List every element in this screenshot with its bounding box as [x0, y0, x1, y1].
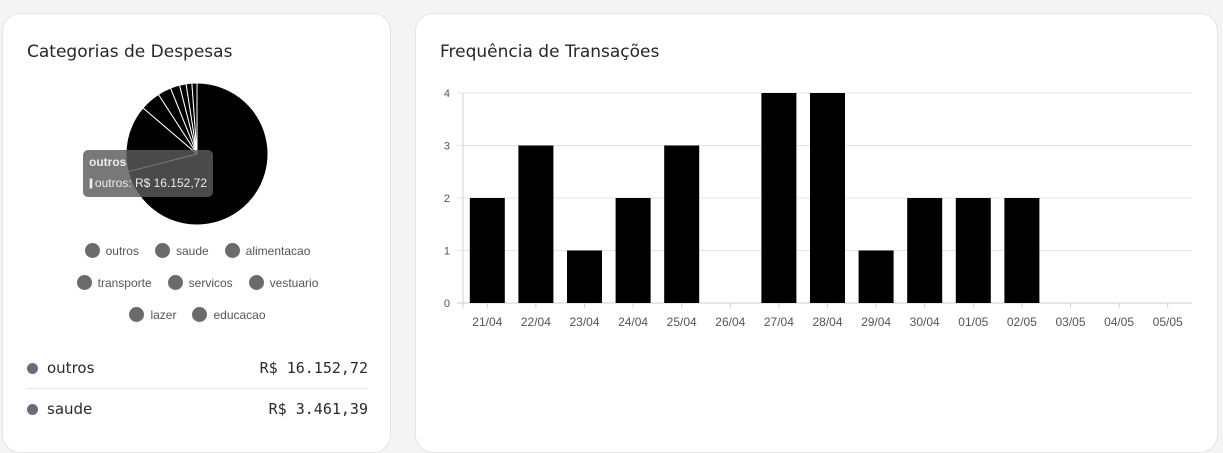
category-dot — [27, 403, 38, 415]
x-tick-label: 03/05 — [1055, 315, 1085, 329]
pie-slice-educacao[interactable] — [191, 82, 198, 155]
x-tick-label: 23/04 — [569, 315, 599, 329]
legend-dot — [154, 243, 170, 258]
x-tick-label: 02/05 — [1007, 315, 1037, 329]
legend-row: transporte servicos vestuario — [3, 275, 392, 290]
bar-29/04[interactable] — [858, 250, 894, 304]
legend-label: outros — [105, 243, 139, 258]
x-tick-label: 21/04 — [472, 315, 502, 329]
legend-dot — [192, 307, 208, 322]
legend-item-servicos[interactable]: servicos — [167, 275, 233, 290]
category-value: R$ 3.461,39 — [268, 400, 368, 418]
legend-item-saude[interactable]: saude — [154, 243, 209, 258]
category-name: outros — [47, 359, 95, 377]
expense-categories-title: Categorias de Despesas — [27, 42, 233, 62]
y-tick-label: 3 — [444, 141, 450, 153]
bar-23/04[interactable] — [567, 250, 602, 304]
category-dot — [27, 362, 38, 374]
x-tick-label: 29/04 — [861, 315, 891, 329]
x-tick-label: 05/05 — [1153, 315, 1183, 329]
legend-row: outros saude alimentacao — [3, 243, 392, 258]
bar-28/04[interactable] — [810, 93, 845, 303]
pie-tooltip: outros outros: R$ 16.152,72 — [83, 150, 213, 197]
x-tick-label: 28/04 — [812, 315, 842, 329]
legend-label: transporte — [97, 275, 152, 290]
legend-row: lazer educacao — [3, 307, 392, 322]
bar-22/04[interactable] — [518, 145, 554, 304]
legend-label: educacao — [213, 307, 266, 322]
tooltip-title: outros — [89, 155, 127, 169]
expense-categories-card: Categorias de Despesas outros outros: R$… — [2, 13, 391, 453]
legend-dot — [248, 275, 264, 290]
legend-label: alimentacao — [245, 243, 311, 258]
y-tick-label: 1 — [444, 246, 450, 258]
bar-27/04[interactable] — [761, 93, 797, 303]
legend-dot — [76, 275, 92, 290]
x-tick-label: 22/04 — [521, 315, 551, 329]
x-tick-label: 04/05 — [1104, 315, 1134, 329]
bar-01/05[interactable] — [955, 198, 991, 303]
x-tick-label: 27/04 — [764, 315, 794, 329]
x-tick-label: 26/04 — [715, 315, 745, 329]
legend-item-outros[interactable]: outros — [84, 243, 139, 258]
legend-label: saude — [175, 243, 209, 258]
bar-24/04[interactable] — [615, 198, 651, 303]
y-tick-label: 4 — [444, 88, 450, 100]
legend-label: lazer — [150, 307, 177, 322]
category-row-saude: saude R$ 3.461,39 — [27, 389, 368, 429]
bar-30/04[interactable] — [907, 198, 943, 303]
tooltip-swatch — [89, 177, 93, 189]
x-tick-label: 30/04 — [910, 315, 940, 329]
legend-dot — [224, 243, 240, 258]
legend-item-vestuario[interactable]: vestuario — [248, 275, 319, 290]
legend-dot — [167, 275, 183, 290]
legend-item-alimentacao[interactable]: alimentacao — [224, 243, 311, 258]
bar-02/05[interactable] — [1004, 198, 1040, 303]
expense-pie-chart — [125, 82, 269, 226]
y-tick-label: 2 — [444, 193, 450, 205]
legend-label: servicos — [188, 275, 233, 290]
tooltip-label: outros: R$ 16.152,72 — [94, 176, 207, 190]
x-tick-label: 25/04 — [667, 315, 697, 329]
legend-item-transporte[interactable]: transporte — [76, 275, 152, 290]
category-value: R$ 16.152,72 — [259, 359, 368, 377]
legend-item-educacao[interactable]: educacao — [192, 307, 266, 322]
transaction-frequency-card: Frequência de Transações 0 1 2 3 4 21/04 22/04… — [415, 13, 1218, 453]
legend-dot — [84, 243, 100, 258]
transaction-bar-chart: 0 1 2 3 4 21/04 22/04 23/04 24/04 25/04 26/04 27/04… — [444, 88, 1192, 329]
category-name: saude — [47, 400, 93, 418]
legend-label: vestuario — [269, 275, 319, 290]
transaction-frequency-title: Frequência de Transações — [440, 42, 660, 62]
y-tick-label: 0 — [444, 298, 450, 310]
x-tick-label: 01/05 — [958, 315, 988, 329]
category-row-outros: outros R$ 16.152,72 — [27, 348, 368, 389]
legend-item-lazer[interactable]: lazer — [129, 307, 176, 322]
bar-25/04[interactable] — [664, 145, 700, 304]
x-tick-label: 24/04 — [618, 315, 648, 329]
legend-dot — [129, 307, 145, 322]
bar-21/04[interactable] — [469, 198, 505, 303]
